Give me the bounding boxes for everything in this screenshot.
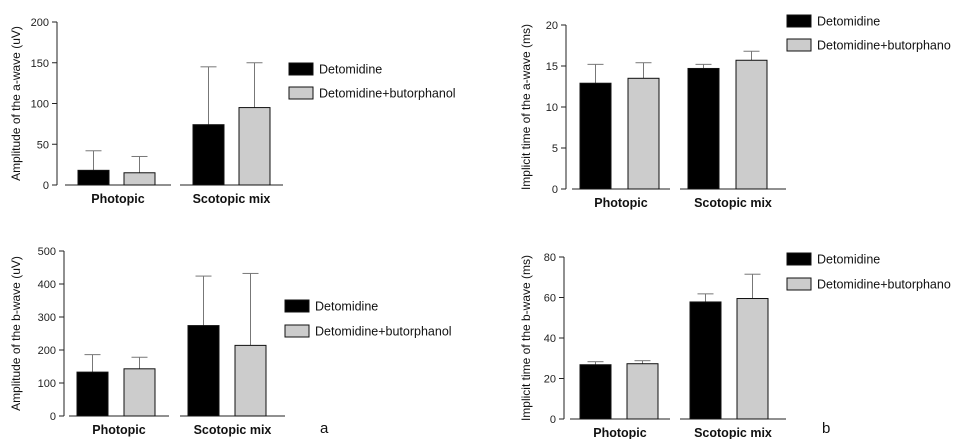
bar-detomidine <box>187 325 220 417</box>
legend-label: Detomidine+butorphanol <box>315 325 452 339</box>
category-label: Scotopic mix <box>193 192 271 206</box>
y-tick-label: 20 <box>544 374 556 386</box>
y-tick-label: 200 <box>31 17 49 29</box>
legend-swatch <box>288 86 314 100</box>
y-tick-label: 300 <box>38 312 56 324</box>
legend-label: Detomidine <box>315 300 378 314</box>
bar-detomidine <box>579 364 612 420</box>
legend-swatch <box>786 252 812 266</box>
y-tick-label: 15 <box>546 61 558 73</box>
legend-label: Detomidine <box>817 253 880 267</box>
bar-detomidine-butorphanol <box>234 344 267 417</box>
y-tick-label: 0 <box>550 414 556 426</box>
bar-detomidine <box>689 301 722 420</box>
legend-label: Detomidine+butorphano <box>817 278 951 292</box>
y-tick-label: 0 <box>552 184 558 196</box>
y-tick-label: 100 <box>38 378 56 390</box>
y-axis-title: Amplitude of the a-wave (uV) <box>9 26 23 181</box>
bar-detomidine <box>192 124 225 186</box>
category-label: Photopic <box>593 426 647 439</box>
legend-swatch <box>288 62 314 76</box>
category-label: Scotopic mix <box>694 196 772 210</box>
y-tick-label: 20 <box>546 20 558 32</box>
bar-detomidine-butorphanol <box>735 59 768 190</box>
y-axis-title: Amplitude of the b-wave (uV) <box>9 256 23 411</box>
chart-panel-3: 0 100 200 300 400 500 Amplitude of the b-wave … <box>9 246 452 437</box>
legend-swatch <box>786 277 812 291</box>
bar-detomidine-butorphanol <box>123 172 156 186</box>
bar-detomidine-butorphanol <box>627 77 660 190</box>
y-tick-label: 400 <box>38 279 56 291</box>
bar-detomidine <box>579 82 612 190</box>
y-tick-label: 50 <box>37 139 49 151</box>
y-tick-label: 100 <box>31 99 49 111</box>
bar-detomidine-butorphanol <box>736 298 769 420</box>
y-tick-label: 80 <box>544 252 556 264</box>
legend-swatch <box>786 14 812 28</box>
y-tick-label: 40 <box>544 333 556 345</box>
chart-panel-2: 0 5 10 15 20 Implicit time of the a-wave (ms)… <box>519 14 951 210</box>
legend-label: Detomidine+butorphanol <box>319 87 456 101</box>
y-tick-label: 10 <box>546 102 558 114</box>
bar-detomidine <box>76 371 109 417</box>
bar-detomidine-butorphanol <box>238 107 271 186</box>
category-label: Photopic <box>594 196 648 210</box>
y-tick-label: 0 <box>50 411 56 423</box>
bar-detomidine <box>687 67 720 190</box>
legend-swatch <box>284 324 310 338</box>
chart-panel-1: 0 50 100 150 200 Amplitude of the a-wave (uV)… <box>9 17 456 206</box>
y-tick-label: 150 <box>31 58 49 70</box>
chart-panel-4: 0 20 40 60 80 Implicit time of the b-wave (ms… <box>519 252 951 439</box>
y-tick-label: 60 <box>544 293 556 305</box>
y-axis-title: Implicit time of the a-wave (ms) <box>519 24 533 190</box>
category-label: Photopic <box>92 423 146 437</box>
bar-detomidine-butorphanol <box>626 363 659 420</box>
y-tick-label: 0 <box>43 180 49 192</box>
legend-label: Detomidine <box>319 63 382 77</box>
y-tick-label: 500 <box>38 246 56 258</box>
y-tick-label: 5 <box>552 143 558 155</box>
legend-swatch <box>284 299 310 313</box>
category-label: Photopic <box>91 192 145 206</box>
category-label: Scotopic mix <box>694 426 772 439</box>
bar-detomidine-butorphanol <box>123 368 156 417</box>
bar-detomidine <box>77 169 110 186</box>
category-label: Scotopic mix <box>194 423 272 437</box>
legend-label: Detomidine <box>817 15 880 29</box>
panel-label: a <box>320 420 329 437</box>
legend-label: Detomidine+butorphano <box>817 39 951 53</box>
y-tick-label: 200 <box>38 345 56 357</box>
legend-swatch <box>786 38 812 52</box>
y-axis-title: Implicit time of the b-wave (ms) <box>519 255 533 421</box>
panel-label: b <box>822 420 830 437</box>
